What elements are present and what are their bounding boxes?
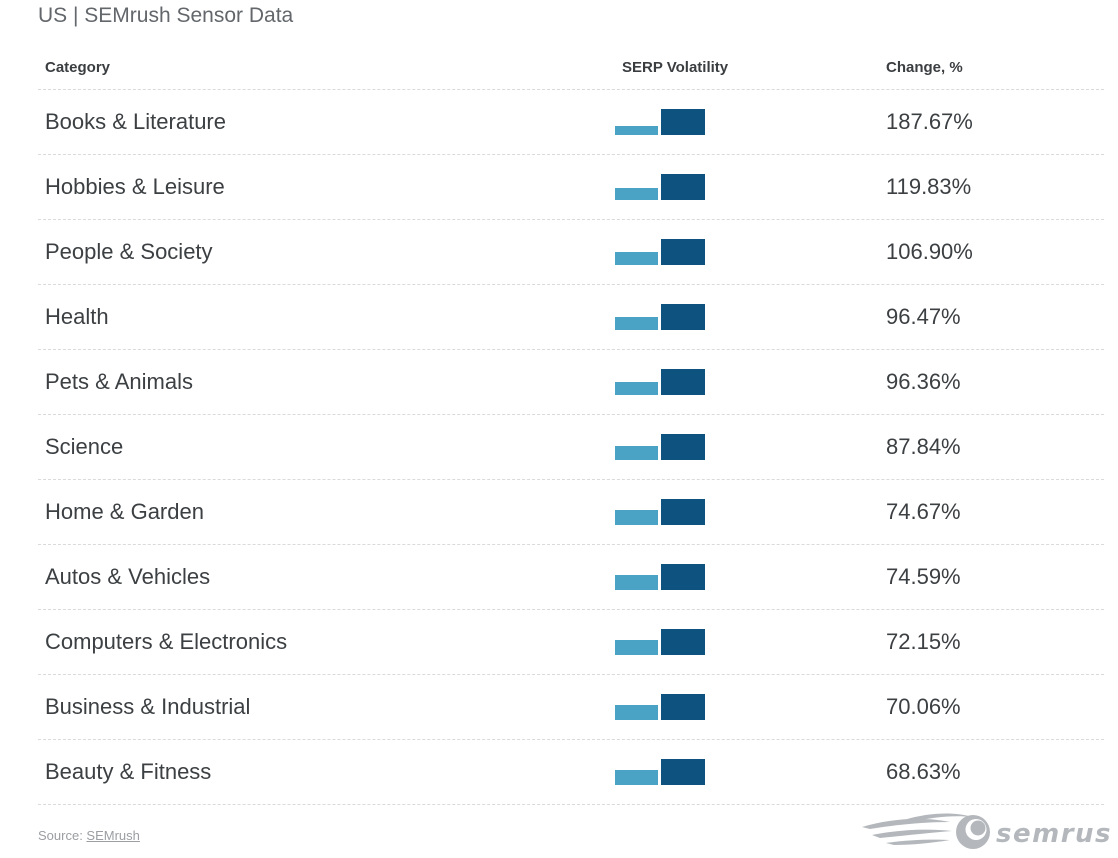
- volatility-bar-before: [615, 188, 658, 200]
- category-cell: Pets & Animals: [45, 369, 193, 394]
- change-cell: 87.84%: [886, 434, 961, 459]
- table-row: Books & Literature 187.67%: [38, 90, 1104, 155]
- table-body: Books & Literature 187.67% Hobbies & Leisu…: [38, 90, 1104, 805]
- source-prefix: Source:: [38, 828, 87, 843]
- volatility-bars: [615, 564, 886, 590]
- volatility-bar-before: [615, 252, 658, 265]
- volatility-bars: [615, 174, 886, 200]
- change-cell: 187.67%: [886, 109, 973, 134]
- volatility-bar-before: [615, 510, 658, 525]
- volatility-bar-after: [661, 629, 705, 655]
- table-header-row: Category SERP Volatility Change, %: [38, 28, 1104, 90]
- volatility-bar-before: [615, 770, 658, 785]
- change-cell: 119.83%: [886, 174, 972, 199]
- change-cell: 72.15%: [886, 629, 961, 654]
- table-row: Computers & Electronics 72.15%: [38, 610, 1104, 675]
- semrush-logo-icon: semrush: [862, 813, 1110, 849]
- category-cell: Books & Literature: [45, 109, 226, 134]
- volatility-bars: [615, 109, 886, 135]
- semrush-logo-text: semrush: [996, 819, 1110, 849]
- change-cell: 74.67%: [886, 499, 961, 524]
- table-row: Business & Industrial 70.06%: [38, 675, 1104, 740]
- category-cell: Business & Industrial: [45, 694, 251, 719]
- category-cell: Beauty & Fitness: [45, 759, 212, 784]
- volatility-bar-after: [661, 759, 705, 785]
- volatility-bars: [615, 759, 886, 785]
- volatility-bar-after: [661, 109, 705, 135]
- table-row: Health 96.47%: [38, 285, 1104, 350]
- source-link[interactable]: SEMrush: [86, 828, 140, 843]
- volatility-bar-after: [661, 499, 705, 525]
- column-header-category: Category: [45, 59, 111, 76]
- change-cell: 70.06%: [886, 694, 961, 719]
- volatility-bar-before: [615, 446, 658, 460]
- table-row: Pets & Animals 96.36%: [38, 350, 1104, 415]
- table-row: Beauty & Fitness 68.63%: [38, 740, 1104, 805]
- change-cell: 68.63%: [886, 759, 961, 784]
- category-cell: Home & Garden: [45, 499, 204, 524]
- category-cell: Autos & Vehicles: [45, 564, 211, 589]
- table-row: Autos & Vehicles 74.59%: [38, 545, 1104, 610]
- source-note: Source: SEMrush: [38, 820, 140, 843]
- volatility-bar-before: [615, 382, 658, 395]
- volatility-bars: [615, 434, 886, 460]
- category-cell: Science: [45, 434, 124, 459]
- page-title: US | SEMrush Sensor Data: [38, 4, 294, 27]
- volatility-bars: [615, 694, 886, 720]
- volatility-bars: [615, 369, 886, 395]
- category-cell: People & Society: [45, 239, 213, 264]
- volatility-bar-after: [661, 174, 705, 200]
- volatility-bar-before: [615, 640, 658, 655]
- change-cell: 106.90%: [886, 239, 973, 264]
- volatility-bars: [615, 239, 886, 265]
- volatility-bar-before: [615, 126, 658, 135]
- column-header-volatility: SERP Volatility: [622, 59, 729, 76]
- footer: Source: SEMrush semrush: [38, 805, 1110, 858]
- volatility-bar-after: [661, 434, 705, 460]
- table-row: People & Society 106.90%: [38, 220, 1104, 285]
- volatility-bars: [615, 304, 886, 330]
- volatility-bar-after: [661, 564, 705, 590]
- sensor-table: Category SERP Volatility Change, % Books…: [38, 28, 1104, 805]
- volatility-bar-after: [661, 239, 705, 265]
- volatility-bars: [615, 499, 886, 525]
- volatility-bar-after: [661, 304, 705, 330]
- column-header-change: Change, %: [886, 59, 963, 76]
- volatility-bars: [615, 629, 886, 655]
- category-cell: Computers & Electronics: [45, 629, 288, 654]
- volatility-bar-before: [615, 705, 658, 720]
- volatility-bar-after: [661, 694, 705, 720]
- table-row: Hobbies & Leisure 119.83%: [38, 155, 1104, 220]
- semrush-logo[interactable]: semrush: [860, 810, 1110, 854]
- change-cell: 96.36%: [886, 369, 961, 394]
- category-cell: Hobbies & Leisure: [45, 174, 225, 199]
- table-row: Science 87.84%: [38, 415, 1104, 480]
- volatility-bar-before: [615, 575, 658, 590]
- change-cell: 96.47%: [886, 304, 961, 329]
- table-row: Home & Garden 74.67%: [38, 480, 1104, 545]
- change-cell: 74.59%: [886, 564, 961, 589]
- volatility-bar-before: [615, 317, 658, 330]
- volatility-bar-after: [661, 369, 705, 395]
- category-cell: Health: [45, 304, 109, 329]
